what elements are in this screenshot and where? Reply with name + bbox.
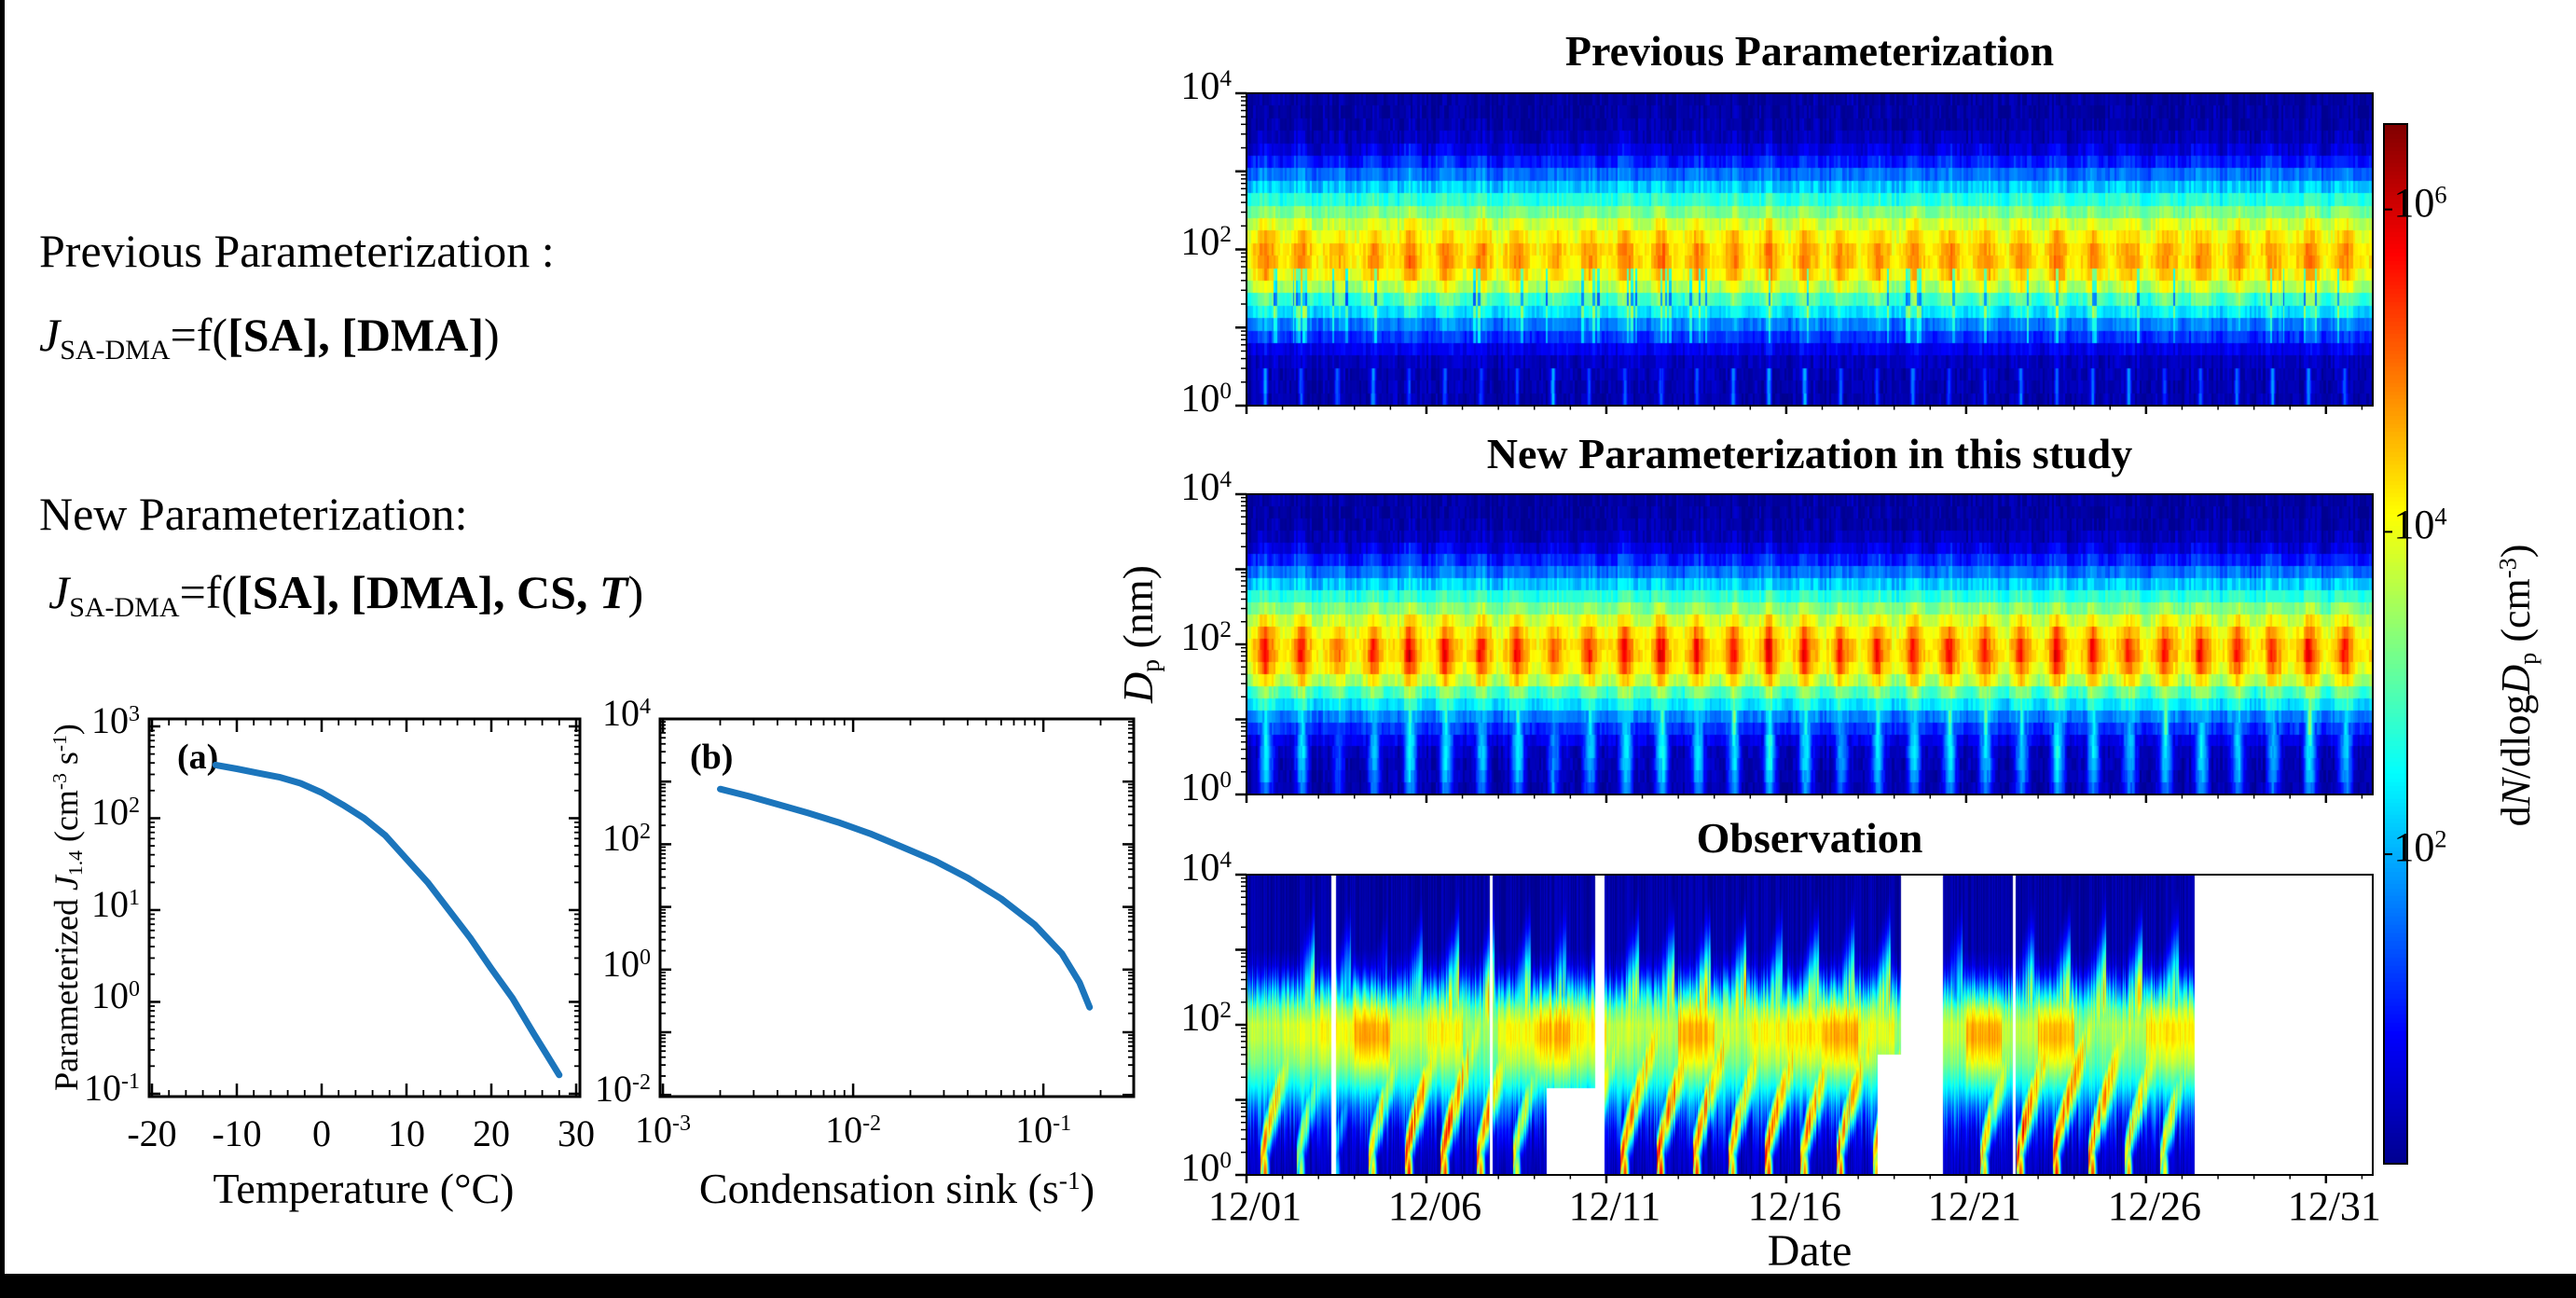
equation-mid: =f( [179,566,238,618]
plot-x-tick-label: -20 [127,1112,177,1154]
cb-sub-p: p [2513,652,2542,665]
ylabel-unit-mid: s [47,752,85,774]
heatmap-title-observation: Observation [1696,814,1923,862]
date-tick-label: 12/11 [1568,1183,1661,1229]
plot-b-panel-tag: (b) [690,738,734,777]
plot-y-tick-label: 104 [602,692,651,734]
cb-unit: (cm [2493,578,2540,653]
equation-bold-italic-arg: T [599,566,628,618]
date-tick-label: 12/01 [1207,1183,1302,1229]
colorbar-label: dN/dlogDp (cm-3) [2492,545,2542,827]
heatmap-y-tick-label: 102 [1180,615,1232,659]
heatmap-previous-parameterization [1247,93,2373,406]
plot-y-tick-label: 100 [602,942,651,985]
previous-parameterization-equation: JSA-DMA=f([SA], [DMA]) [39,308,500,366]
plot-x-tick-label: 10-1 [1015,1109,1072,1151]
left-border [0,0,5,1298]
xlabel-text: Condensation sink (s [698,1165,1059,1212]
new-parameterization-heading: New Parameterization: [39,488,468,540]
equation-bold-args: [SA], [DMA] [227,309,484,361]
xlabel-post: ) [1080,1165,1095,1212]
equation-close: ) [627,566,644,618]
colorbar [2384,124,2407,1164]
heatmap-y-tick-label: 104 [1180,64,1232,108]
cb-D: D [2493,664,2540,695]
ylabel-sub: 1.4 [64,850,88,877]
cb-N: N [2493,779,2540,807]
plot-x-tick-label: 20 [472,1112,510,1154]
bottom-bar [0,1274,2576,1298]
equation-mid: =f( [170,309,228,361]
colorbar-tick-label: 102 [2393,824,2447,871]
plot-y-tick-label: 100 [91,974,140,1017]
new-parameterization-equation: JSA-DMA=f([SA], [DMA], CS, T) [48,565,643,624]
date-tick-label: 12/26 [2107,1183,2201,1229]
colorbar-tick-label: 104 [2393,502,2447,548]
plot-y-tick-label: 10-2 [595,1068,651,1111]
heatmap-y-tick-label: 100 [1180,377,1232,421]
equation-variable: J [39,309,61,361]
plot-y-tick-label: 10-1 [84,1066,140,1109]
plot-y-tick-label: 101 [91,882,140,925]
dp-sub: p [1135,658,1164,672]
plot-a-x-axis-label: Temperature (°C) [213,1165,515,1212]
date-tick-label: 12/16 [1747,1183,1842,1229]
colorbar-tick-label: 106 [2393,179,2447,226]
heatmap-x-axis-label: Date [1767,1226,1853,1276]
date-tick-label: 12/31 [2287,1183,2381,1229]
heatmap-y-tick-label: 100 [1180,766,1232,809]
heatmap-y-tick-label: 100 [1180,1146,1232,1190]
dp-italic: D [1114,671,1163,703]
equation-subscript: SA-DMA [69,592,180,623]
equation-subscript: SA-DMA [60,335,171,366]
date-tick-label: 12/06 [1387,1183,1482,1229]
cb-dlog: /dlog [2493,694,2540,780]
equation-close: ) [484,309,500,361]
plot-y-tick-label: 102 [602,817,651,860]
plot-b-x-axis-label: Condensation sink (s-1) [699,1164,1095,1213]
heatmap-title-new: New Parameterization in this study [1486,430,2133,477]
plot-y-tick-label: 103 [91,698,140,741]
plot-x-tick-label: 30 [557,1112,595,1154]
heatmap-y-tick-label: 104 [1180,846,1232,890]
heatmap-y-tick-label: 104 [1180,465,1232,509]
heatmap-y-tick-label: 102 [1180,996,1232,1040]
date-tick-label: 12/21 [1927,1183,2021,1229]
plot-x-tick-label: 10-2 [825,1109,882,1151]
plot-x-tick-label: -10 [212,1112,262,1154]
plot-x-tick-label: 0 [312,1112,331,1154]
heatmap-y-tick-label: 102 [1180,221,1232,264]
cb-sup: -3 [2493,558,2522,579]
ylabel-sup1: -3 [48,773,71,791]
previous-parameterization-heading: Previous Parameterization : [39,225,555,277]
heatmap-title-previous: Previous Parameterization [1564,27,2055,75]
plot-a-panel-tag: (a) [177,738,219,777]
heatmap-new-parameterization [1247,494,2373,794]
plot-x-tick-label: 10-3 [635,1109,692,1151]
equation-variable: J [48,566,70,618]
heatmap-observation [1247,875,2373,1175]
xlabel-sup: -1 [1058,1165,1081,1194]
equation-bold-args: [SA], [DMA], CS, [237,566,599,618]
plot-y-tick-label: 102 [91,791,140,834]
plot-x-tick-label: 10 [387,1112,425,1154]
